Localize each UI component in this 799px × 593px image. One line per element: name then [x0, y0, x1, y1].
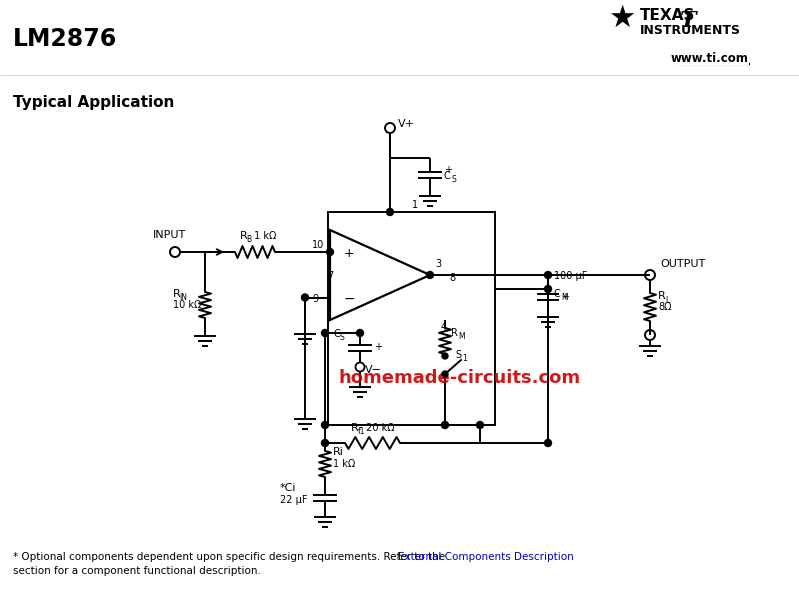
Text: 10: 10 — [312, 241, 324, 250]
Text: External Components Description: External Components Description — [398, 552, 574, 562]
Text: C: C — [554, 289, 561, 299]
Text: +: + — [344, 247, 355, 260]
Bar — [328, 212, 495, 425]
Text: Ri: Ri — [333, 447, 344, 457]
Text: 100 μF: 100 μF — [554, 271, 587, 281]
Text: ★: ★ — [608, 4, 636, 33]
Text: +: + — [374, 342, 382, 352]
Text: 22 μF: 22 μF — [280, 495, 308, 505]
Circle shape — [321, 330, 328, 336]
Text: 1: 1 — [412, 200, 418, 210]
Circle shape — [476, 422, 483, 429]
Circle shape — [442, 371, 448, 377]
Text: OUTPUT: OUTPUT — [660, 259, 706, 269]
Text: M: M — [458, 332, 465, 341]
Text: TEXAS: TEXAS — [640, 8, 695, 23]
Circle shape — [544, 272, 551, 279]
Text: R: R — [173, 289, 181, 299]
Text: S: S — [340, 333, 344, 342]
Text: L: L — [665, 296, 670, 305]
Text: R: R — [451, 328, 458, 338]
Circle shape — [327, 248, 333, 256]
Text: 7: 7 — [327, 271, 333, 281]
Text: f1: f1 — [358, 427, 365, 436]
Text: +: + — [561, 292, 569, 302]
Text: 3: 3 — [435, 259, 441, 269]
Circle shape — [301, 294, 308, 301]
Text: 4: 4 — [441, 322, 447, 332]
Text: 10 kΩ: 10 kΩ — [173, 300, 201, 310]
Text: V+: V+ — [398, 119, 415, 129]
Text: +: + — [444, 165, 452, 175]
Text: Typical Application: Typical Application — [13, 95, 174, 110]
Text: INPUT: INPUT — [153, 230, 187, 240]
Text: * Optional components dependent upon specific design requirements. Refer to the: * Optional components dependent upon spe… — [13, 552, 448, 562]
Circle shape — [442, 353, 448, 359]
Text: homemade-circuits.com: homemade-circuits.com — [339, 369, 581, 387]
Text: R: R — [658, 291, 666, 301]
Circle shape — [321, 422, 328, 429]
Circle shape — [321, 439, 328, 447]
Circle shape — [356, 330, 364, 336]
Text: 1 kΩ: 1 kΩ — [251, 231, 276, 241]
Text: 20 kΩ: 20 kΩ — [363, 423, 395, 433]
Text: V−: V− — [365, 365, 382, 375]
Text: INSTRUMENTS: INSTRUMENTS — [640, 24, 741, 37]
Text: R: R — [240, 231, 248, 241]
Text: 1 kΩ: 1 kΩ — [333, 459, 356, 469]
Text: R: R — [351, 423, 359, 433]
Text: B: B — [246, 235, 251, 244]
Text: 1: 1 — [462, 354, 467, 363]
Text: 8: 8 — [449, 273, 455, 283]
Circle shape — [544, 439, 551, 447]
Text: section for a component functional description.: section for a component functional descr… — [13, 566, 261, 576]
Text: 9: 9 — [312, 294, 318, 304]
Text: www.ti.com: www.ti.com — [671, 52, 749, 65]
Text: T: T — [680, 10, 697, 32]
Text: M: M — [561, 293, 567, 302]
Circle shape — [442, 422, 448, 429]
Circle shape — [544, 285, 551, 292]
Text: S: S — [451, 174, 455, 183]
Text: *Ci: *Ci — [280, 483, 296, 493]
Text: 8Ω: 8Ω — [658, 302, 671, 312]
Text: C: C — [444, 171, 451, 181]
Text: C: C — [334, 329, 340, 339]
Circle shape — [427, 272, 434, 279]
Circle shape — [387, 209, 393, 215]
Text: S: S — [455, 350, 461, 360]
Text: IN: IN — [179, 294, 187, 302]
Text: LM2876: LM2876 — [13, 27, 117, 51]
Text: −: − — [344, 292, 356, 305]
